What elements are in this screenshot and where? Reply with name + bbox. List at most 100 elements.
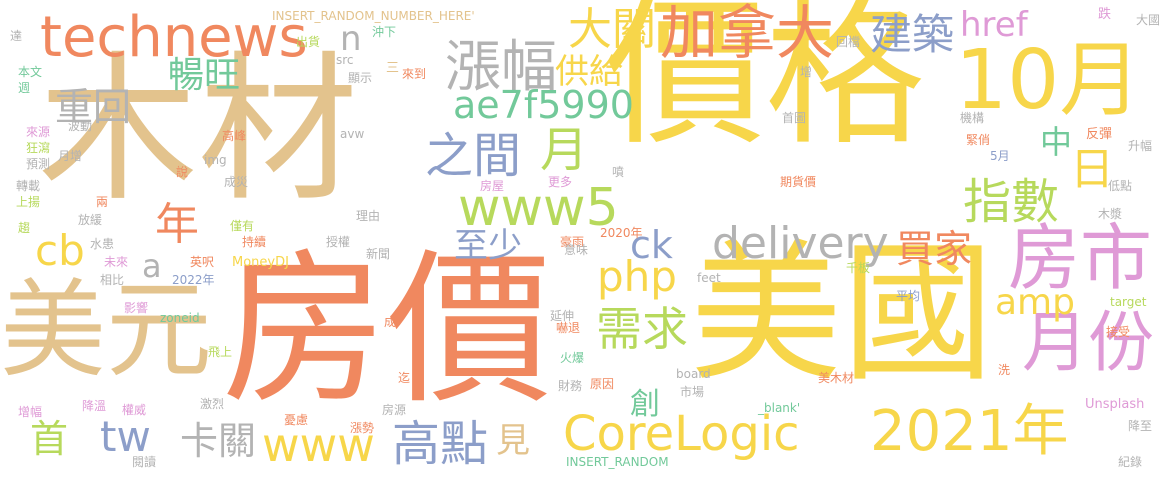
word: 上揚 bbox=[16, 195, 41, 209]
word: src bbox=[336, 53, 354, 67]
word: 漲勢 bbox=[350, 421, 375, 435]
word: ae7f5990 bbox=[453, 83, 634, 127]
word: 迄 bbox=[398, 371, 411, 385]
word: 2020年 bbox=[600, 226, 643, 240]
word: avw bbox=[340, 127, 365, 141]
word: 延伸 bbox=[550, 309, 575, 323]
word: 週 bbox=[18, 81, 31, 95]
word: 相比 bbox=[100, 273, 125, 287]
word: 跌 bbox=[1098, 7, 1112, 22]
word: 房源 bbox=[382, 403, 407, 417]
word: 沖下 bbox=[372, 25, 397, 39]
word: 之間 bbox=[425, 128, 522, 184]
word: 達 bbox=[10, 29, 23, 43]
word: 價格 bbox=[605, 0, 926, 167]
word: 漲幅 bbox=[445, 35, 557, 100]
word: ck bbox=[630, 223, 673, 267]
word: 平均 bbox=[896, 289, 921, 303]
word: 大國 bbox=[1136, 13, 1161, 27]
word: 5月 bbox=[990, 149, 1010, 163]
word: 暢旺 bbox=[168, 55, 241, 96]
word: 首圖 bbox=[782, 111, 807, 125]
word: 低點 bbox=[1108, 179, 1133, 193]
word: 房屋 bbox=[480, 179, 505, 193]
word: 僅有 bbox=[230, 219, 255, 233]
word: 2021年 bbox=[870, 399, 1069, 464]
word: 市場 bbox=[680, 385, 705, 399]
word: 接受 bbox=[1106, 325, 1131, 339]
word: amp bbox=[995, 282, 1075, 323]
word: 首 bbox=[30, 417, 69, 461]
word: MoneyDJ bbox=[232, 255, 289, 270]
word: 狂瀉 bbox=[26, 141, 51, 155]
word: 降溫 bbox=[82, 399, 107, 413]
word: CoreLogic bbox=[563, 406, 800, 462]
word: 意味 bbox=[564, 243, 589, 257]
word: 加拿大 bbox=[660, 0, 835, 67]
word: tw bbox=[100, 412, 151, 461]
word: 創 bbox=[630, 387, 660, 422]
word: 木漿 bbox=[1098, 207, 1123, 221]
word: 年 bbox=[155, 199, 199, 250]
word: 轉載 bbox=[16, 179, 41, 193]
word: 成 bbox=[384, 315, 397, 329]
word: 財務 bbox=[558, 379, 583, 393]
word: 月增 bbox=[58, 149, 83, 163]
word: 增 bbox=[800, 65, 813, 79]
word: zoneid bbox=[160, 311, 200, 325]
word: 洗 bbox=[998, 363, 1011, 377]
word: 預測 bbox=[26, 157, 51, 171]
word: 機構 bbox=[960, 111, 985, 125]
word: 至少 bbox=[454, 226, 522, 266]
word: 更多 bbox=[548, 175, 573, 189]
word: 日 bbox=[1070, 144, 1114, 195]
word: 放緩 bbox=[78, 213, 103, 227]
word: 緊俏 bbox=[966, 133, 991, 147]
word: 高點 bbox=[392, 416, 489, 472]
word: 來到 bbox=[402, 67, 427, 81]
word: 憂慮 bbox=[284, 413, 309, 427]
word: 房市 bbox=[1008, 216, 1153, 300]
word: 新聞 bbox=[366, 247, 391, 261]
word: 原因 bbox=[590, 377, 615, 391]
word: 水患 bbox=[90, 237, 115, 251]
word: 期貨價 bbox=[780, 175, 817, 189]
word: n bbox=[340, 19, 362, 59]
word: 嚇退 bbox=[556, 321, 581, 335]
word: 飛上 bbox=[208, 345, 233, 359]
word: cb bbox=[35, 226, 85, 275]
word: 英呎 bbox=[190, 255, 215, 269]
word: 紀錄 bbox=[1118, 455, 1143, 469]
word: 來源 bbox=[26, 125, 51, 139]
word: 月 bbox=[540, 122, 589, 178]
word: 兩 bbox=[96, 195, 109, 209]
word: 美國 bbox=[690, 225, 994, 402]
word: 10月 bbox=[955, 33, 1142, 128]
word: img bbox=[204, 153, 227, 167]
word: 大關 bbox=[568, 4, 656, 55]
word: 波動 bbox=[68, 119, 93, 133]
word: 升幅 bbox=[1128, 139, 1153, 153]
word: 降至 bbox=[1128, 419, 1153, 433]
word: technews bbox=[40, 5, 308, 70]
word: 月份 bbox=[1022, 304, 1154, 381]
word: 成災 bbox=[224, 175, 249, 189]
word: 見 bbox=[496, 421, 530, 461]
word: 出貨 bbox=[296, 35, 321, 49]
word: board bbox=[676, 367, 711, 381]
word: 火爆 bbox=[560, 351, 585, 365]
word: INSERT_RANDOM bbox=[566, 455, 669, 469]
word: 影響 bbox=[124, 301, 149, 315]
word: 美木材 bbox=[818, 371, 855, 385]
word: 重回 bbox=[55, 85, 132, 129]
word: 閱讀 bbox=[132, 455, 157, 469]
word: _blank' bbox=[758, 401, 801, 415]
word: php bbox=[597, 252, 677, 301]
word: delivery bbox=[712, 218, 889, 269]
word: 指數 bbox=[963, 174, 1060, 230]
word: 回檔 bbox=[836, 35, 861, 49]
word: 高峰 bbox=[222, 129, 247, 143]
word: 房價 bbox=[222, 234, 552, 426]
word: 供給 bbox=[555, 52, 623, 92]
